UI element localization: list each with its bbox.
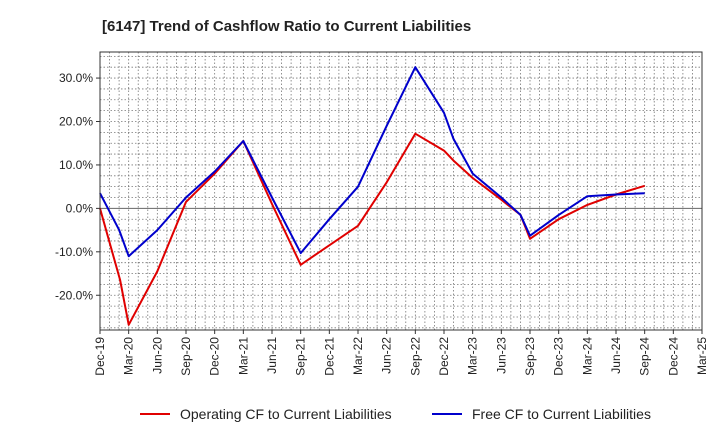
plot-border	[99, 51, 703, 331]
x-tick-label: Sep-22	[408, 337, 422, 376]
plot-area	[100, 52, 702, 330]
x-tick-label: Dec-22	[437, 337, 451, 376]
y-tick-label: 20.0%	[59, 115, 93, 129]
x-tick-label: Dec-20	[208, 337, 222, 376]
x-tick-label: Mar-25	[695, 337, 709, 375]
x-tick-label: Dec-21	[322, 337, 336, 376]
x-tick-label: Jun-23	[494, 337, 508, 374]
x-tick-label: Dec-23	[552, 337, 566, 376]
y-tick-label: 30.0%	[59, 71, 93, 85]
y-tick-label: 10.0%	[59, 158, 93, 172]
x-tick-label: Mar-23	[466, 337, 480, 375]
y-axis: -20.0% -10.0% 0.0% 10.0% 20.0% 30.0%	[55, 71, 100, 302]
x-tick-label: Jun-22	[380, 337, 394, 374]
x-tick-label: Dec-24	[666, 337, 680, 376]
grid	[99, 52, 703, 330]
x-tick-label: Jun-21	[265, 337, 279, 374]
x-tick-label: Sep-24	[638, 337, 652, 376]
x-tick-label: Sep-21	[294, 337, 308, 376]
x-tick-label: Jun-20	[150, 337, 164, 374]
x-tick-label: Sep-20	[179, 337, 193, 376]
y-tick-label: -10.0%	[55, 245, 93, 259]
x-tick-label: Jun-24	[609, 337, 623, 374]
x-tick-label: Mar-24	[580, 337, 594, 375]
legend: Operating CF to Current Liabilities Free …	[140, 406, 651, 422]
series-layer	[99, 66, 645, 326]
y-tick-label: -20.0%	[55, 288, 93, 302]
x-tick-label: Mar-22	[351, 337, 365, 375]
y-tick-label: 0.0%	[66, 201, 94, 215]
x-axis: Dec-19 Mar-20 Jun-20 Sep-20 Dec-20 Mar-21 Jun-…	[93, 330, 709, 376]
legend-label-2: Free CF to Current Liabilities	[472, 406, 651, 422]
chart-title: [6147] Trend of Cashflow Ratio to Curren…	[102, 18, 471, 35]
legend-label-1: Operating CF to Current Liabilities	[180, 406, 392, 422]
series-line-1	[99, 132, 645, 326]
x-tick-label: Mar-21	[236, 337, 250, 375]
x-tick-label: Mar-20	[122, 337, 136, 375]
x-tick-label: Dec-19	[93, 337, 107, 376]
x-tick-label: Sep-23	[523, 337, 537, 376]
series-line-2	[99, 66, 645, 258]
